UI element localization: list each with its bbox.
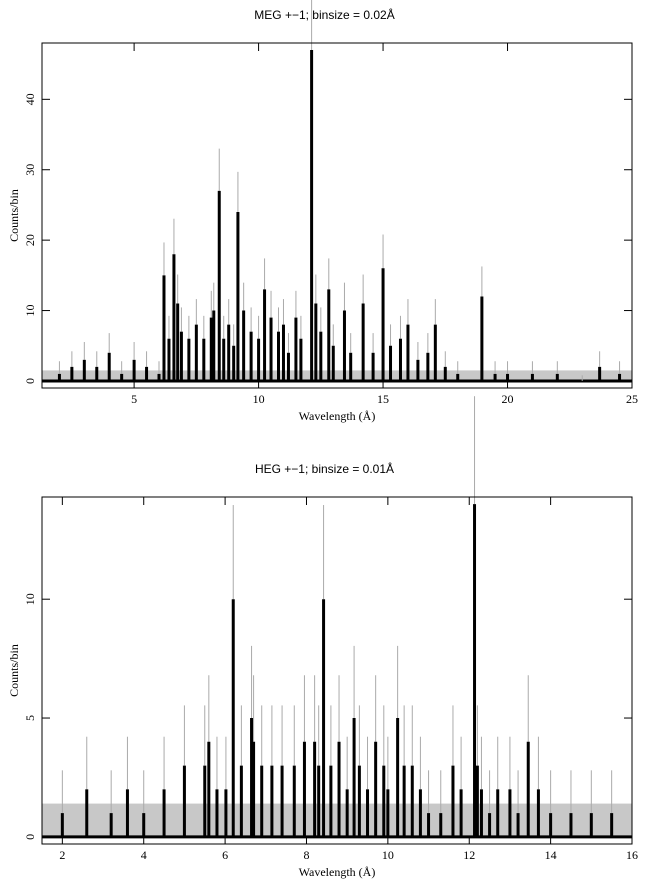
meg-y-tick-label: 10 (23, 305, 37, 317)
heg-x-axis-label: Wavelength (Å) (299, 865, 376, 879)
chart-title-heg: HEG +−1; binsize = 0.01Å (254, 462, 395, 476)
heg-y-tick-label: 10 (23, 593, 37, 605)
meg-x-tick-label: 20 (502, 392, 514, 406)
heg-y-tick-label: 5 (23, 715, 37, 721)
heg-x-tick-label: 14 (545, 848, 557, 862)
heg-y-axis-label: Counts/bin (7, 644, 21, 697)
heg-x-tick-label: 16 (626, 848, 638, 862)
heg-x-tick-label: 2 (59, 848, 65, 862)
heg-x-tick-label: 10 (382, 848, 394, 862)
heg-x-tick-label: 6 (222, 848, 228, 862)
heg-y-tick-label: 0 (23, 834, 37, 840)
meg-y-tick-label: 40 (23, 93, 37, 105)
meg-y-tick-label: 0 (23, 378, 37, 384)
meg-y-tick-label: 30 (23, 164, 37, 176)
meg-x-axis-label: Wavelength (Å) (299, 409, 376, 423)
heg-x-tick-label: 12 (463, 848, 475, 862)
meg-x-tick-label: 5 (131, 392, 137, 406)
heg-x-tick-label: 8 (303, 848, 309, 862)
meg-x-tick-label: 10 (253, 392, 265, 406)
meg-y-tick-label: 20 (23, 234, 37, 246)
chart-title-meg: MEG +−1; binsize = 0.02Å (254, 8, 395, 22)
heg-plot-frame (41, 496, 633, 845)
meg-plot-frame (41, 42, 633, 389)
meg-background-band (42, 370, 632, 381)
heg-background-band (42, 803, 632, 837)
meg-x-tick-label: 15 (377, 392, 389, 406)
heg-x-tick-label: 4 (141, 848, 147, 862)
meg-x-tick-label: 25 (626, 392, 638, 406)
meg-y-axis-label: Counts/bin (7, 189, 21, 242)
